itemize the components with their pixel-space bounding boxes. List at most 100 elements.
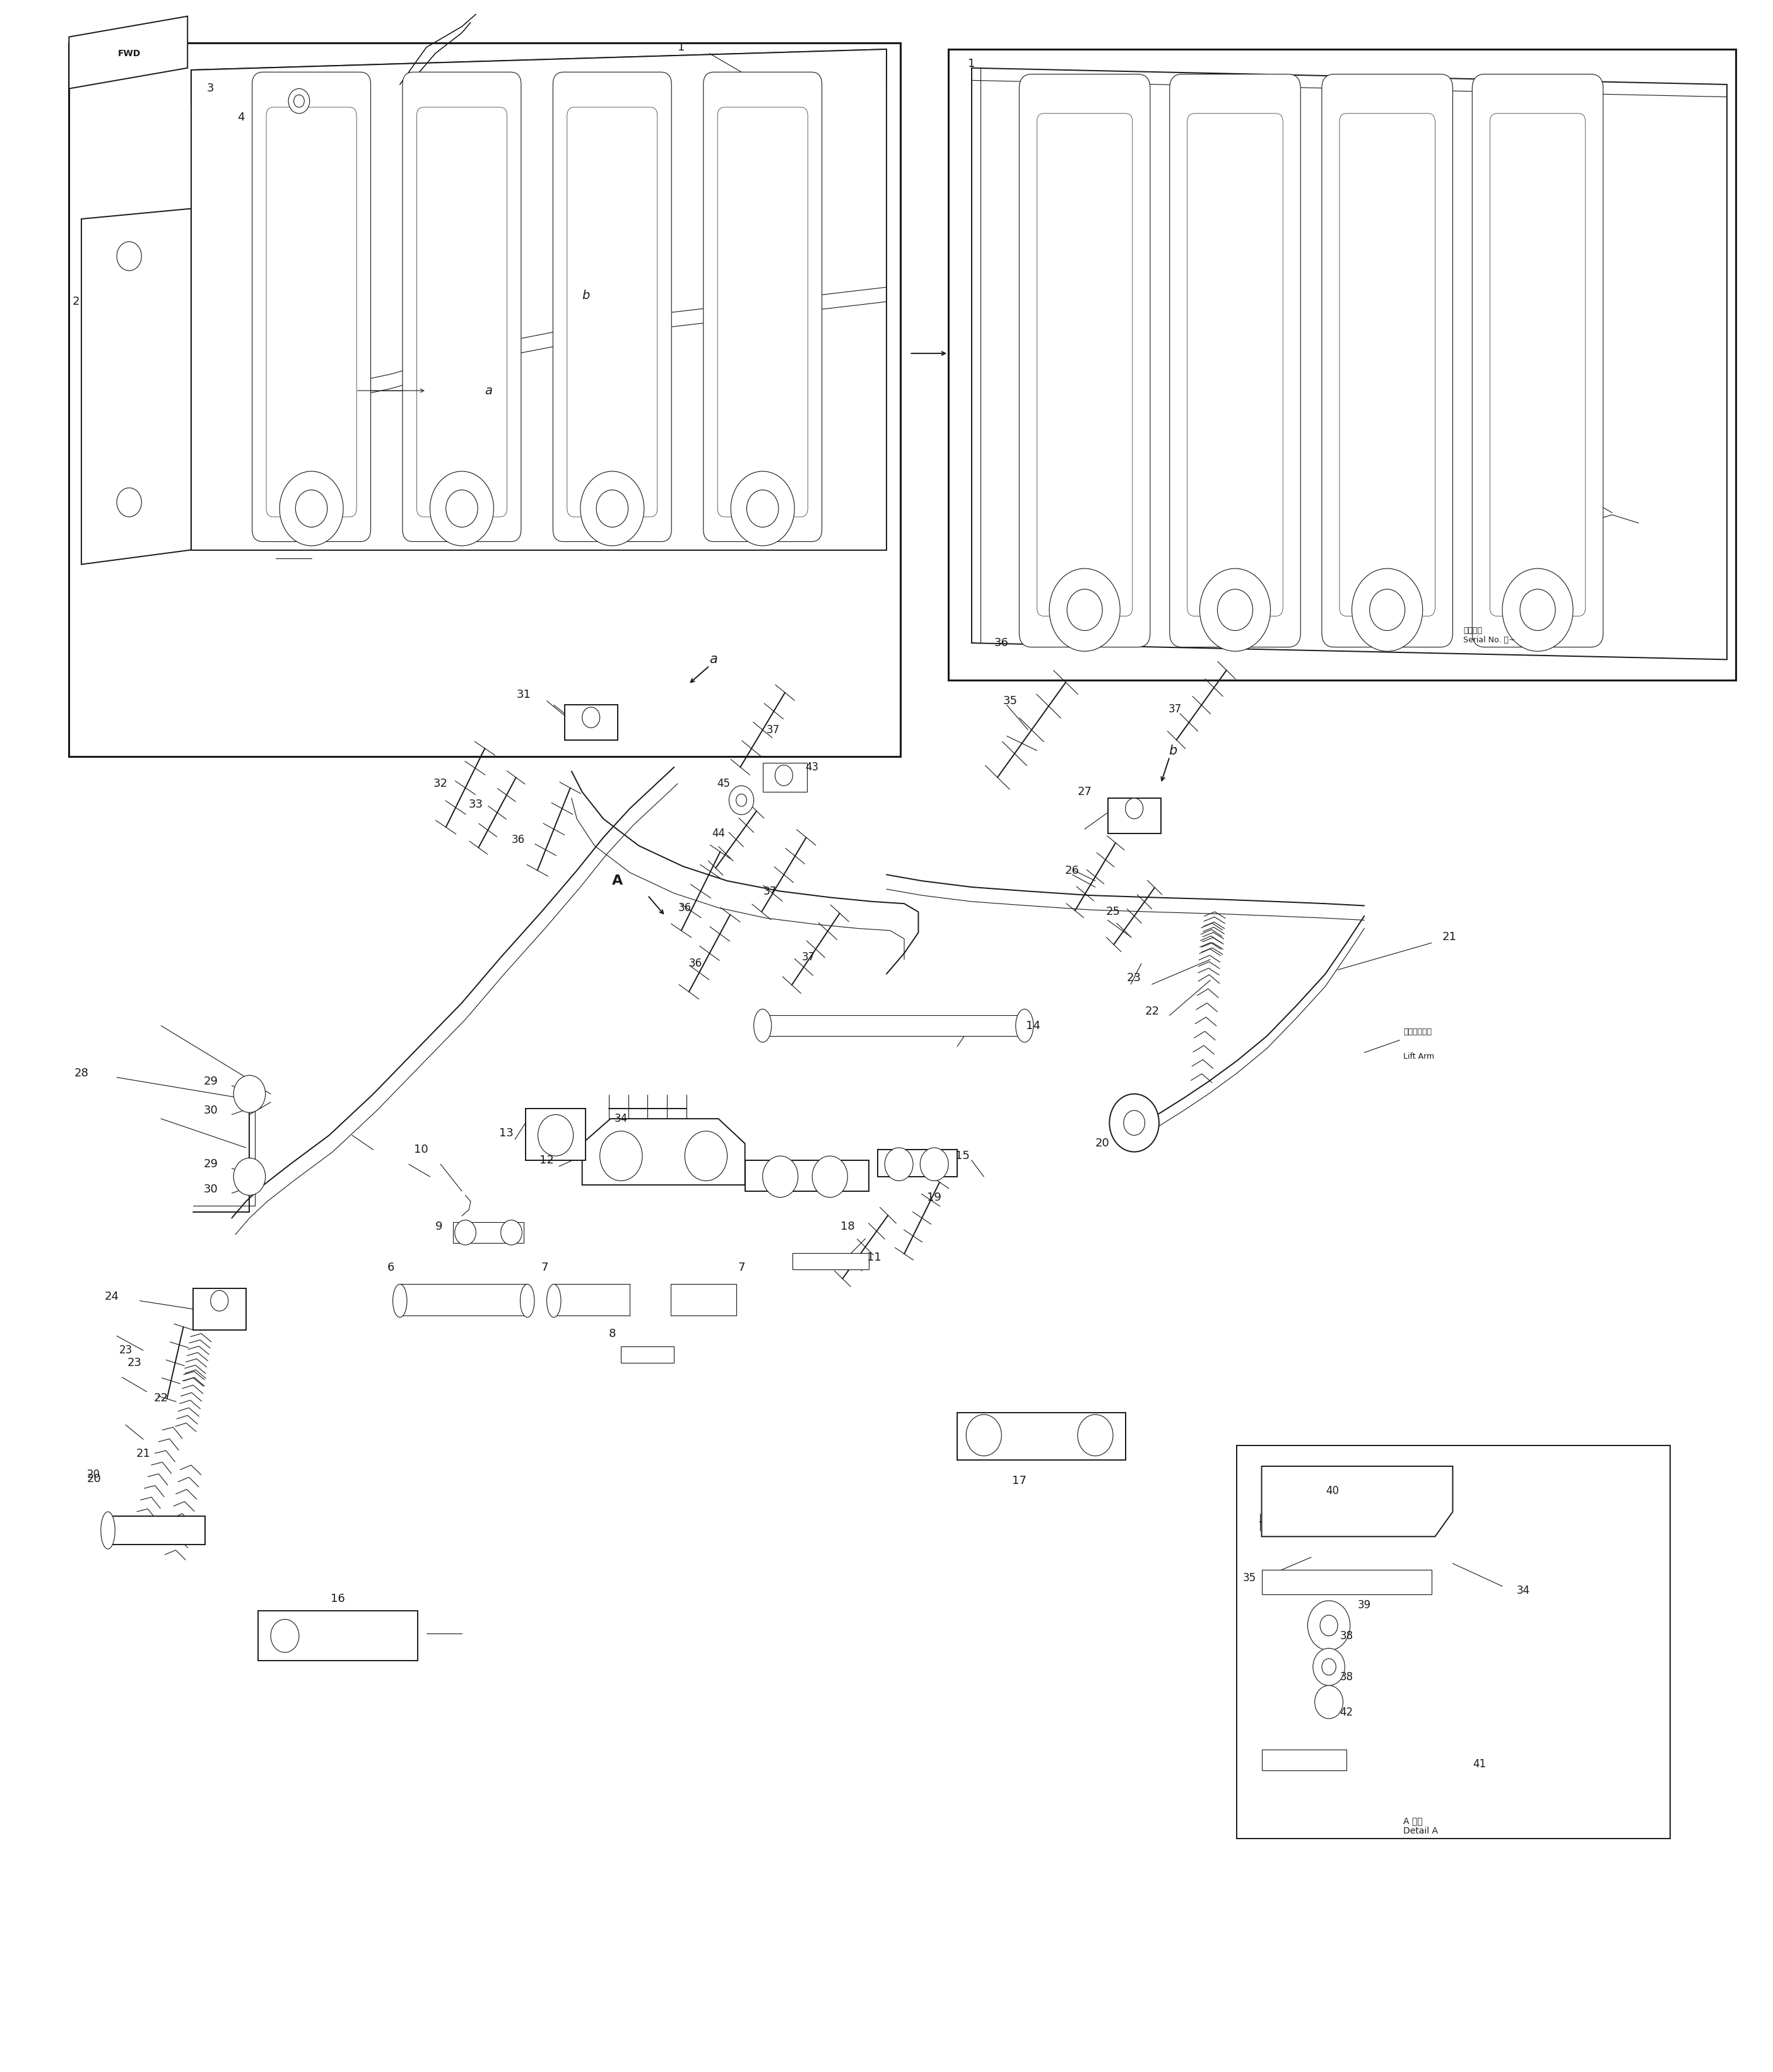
Text: 20: 20 [87,1473,101,1484]
Polygon shape [582,1119,745,1185]
Polygon shape [193,1289,246,1330]
Circle shape [1124,1111,1145,1135]
Text: 9: 9 [434,1220,443,1233]
FancyBboxPatch shape [1339,114,1434,615]
Circle shape [730,470,794,545]
Text: 42: 42 [1340,1707,1353,1718]
Circle shape [736,794,746,806]
Text: 21: 21 [1441,930,1456,943]
Circle shape [729,785,754,814]
Ellipse shape [394,1285,408,1318]
Polygon shape [452,1222,523,1243]
Ellipse shape [519,1285,534,1318]
Circle shape [296,489,328,526]
FancyBboxPatch shape [252,73,371,541]
Text: 36: 36 [677,901,691,914]
Circle shape [454,1220,475,1245]
Text: 27: 27 [1078,785,1092,798]
FancyBboxPatch shape [567,108,658,516]
Circle shape [1314,1647,1344,1685]
FancyBboxPatch shape [1170,75,1301,646]
FancyBboxPatch shape [1323,75,1452,646]
Text: 37: 37 [801,951,816,963]
Circle shape [1078,1415,1113,1457]
Text: 3: 3 [207,83,215,95]
Circle shape [1502,568,1573,651]
Text: 22: 22 [154,1392,168,1403]
Text: 43: 43 [805,760,819,773]
FancyBboxPatch shape [417,108,507,516]
Text: 41: 41 [1473,1759,1486,1769]
Polygon shape [762,762,807,792]
Text: Lift Arm: Lift Arm [1402,1053,1434,1061]
Circle shape [775,765,793,785]
Circle shape [537,1115,573,1156]
FancyBboxPatch shape [1019,75,1151,646]
Circle shape [234,1075,266,1113]
Text: a: a [484,385,493,396]
Text: 32: 32 [433,777,449,789]
Text: 17: 17 [1012,1475,1027,1486]
Text: A: A [612,874,622,887]
Text: 35: 35 [1004,696,1018,707]
Text: 24: 24 [105,1291,119,1303]
Circle shape [1316,1685,1342,1718]
Circle shape [431,470,493,545]
Text: 8: 8 [608,1328,615,1339]
Text: 15: 15 [956,1150,970,1162]
Circle shape [211,1291,229,1312]
FancyBboxPatch shape [1489,114,1585,615]
Text: 37: 37 [766,725,780,736]
Text: 40: 40 [1326,1486,1339,1496]
Circle shape [1200,568,1271,651]
Text: 26: 26 [1066,864,1080,876]
Text: リフトアーム: リフトアーム [1402,1028,1431,1036]
Text: 29: 29 [204,1158,218,1171]
Polygon shape [762,1015,1025,1036]
Polygon shape [564,704,617,740]
Circle shape [762,1156,798,1198]
Text: 16: 16 [332,1593,346,1604]
Text: 25: 25 [1106,905,1121,918]
Circle shape [920,1148,949,1181]
Text: 1: 1 [968,58,975,70]
Circle shape [294,95,305,108]
Text: 45: 45 [716,777,730,789]
Circle shape [1218,588,1254,630]
Circle shape [500,1220,521,1245]
Text: 30: 30 [204,1183,218,1196]
Text: 37: 37 [1168,704,1181,715]
FancyBboxPatch shape [718,108,808,516]
Circle shape [1351,568,1422,651]
Circle shape [1321,1616,1337,1637]
Text: 44: 44 [711,827,725,839]
Text: 38: 38 [1340,1631,1353,1641]
FancyBboxPatch shape [1188,114,1284,615]
Text: a: a [709,653,716,665]
Circle shape [1110,1094,1160,1152]
Polygon shape [259,1612,418,1660]
Polygon shape [878,1150,957,1177]
Text: 13: 13 [498,1127,512,1140]
Polygon shape [745,1160,869,1191]
Bar [1238,1446,1670,1838]
Polygon shape [793,1254,869,1270]
Text: 19: 19 [927,1191,941,1204]
Circle shape [599,1131,642,1181]
Text: 12: 12 [539,1154,553,1167]
Polygon shape [1262,1749,1346,1769]
Circle shape [1067,588,1103,630]
Polygon shape [191,50,886,106]
Text: 34: 34 [1518,1585,1530,1595]
Polygon shape [670,1285,736,1316]
FancyBboxPatch shape [553,73,672,541]
Circle shape [1369,588,1404,630]
Text: 11: 11 [867,1251,881,1264]
Polygon shape [1262,1571,1431,1595]
Text: 36: 36 [512,833,525,845]
Text: 7: 7 [738,1262,745,1274]
Text: 適用号機
Serial No. ・~: 適用号機 Serial No. ・~ [1463,626,1516,644]
Circle shape [596,489,628,526]
Polygon shape [621,1347,674,1363]
Circle shape [1323,1658,1335,1674]
